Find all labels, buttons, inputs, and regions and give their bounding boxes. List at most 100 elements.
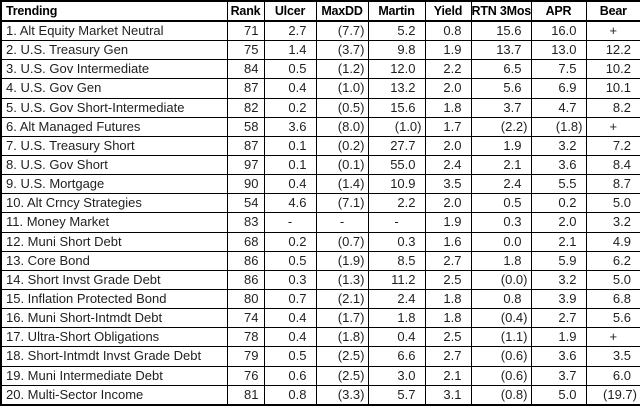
value-cell: 2.1: [470, 154, 532, 176]
rank-cell: 76: [226, 365, 265, 386]
value-cell: 1.9: [424, 212, 472, 233]
table-row: 13. Core Bond 86 0.5 (1.9) 8.5 2.7 1.8 5.9 6.2: [0, 250, 640, 271]
value-cell: 6.9: [530, 78, 587, 99]
rank-cell: 86: [226, 269, 265, 290]
table-row: 10. Alt Crncy Strategies 54 4.6 (7.1) 2.2 2.0…: [0, 193, 640, 214]
value-cell: 1.7: [424, 116, 472, 137]
category-cell: 15. Inflation Protected Bond: [0, 288, 228, 310]
category-cell: 14. Short Invst Grade Debt: [0, 269, 228, 290]
value-cell: (7.1): [315, 193, 369, 214]
value-cell: (0.7): [315, 231, 369, 252]
value-cell: 2.2: [424, 59, 472, 80]
value-cell: 1.4: [263, 40, 317, 61]
value-cell: 7.5: [530, 59, 587, 80]
value-cell: -: [315, 212, 369, 233]
value-cell: 5.9: [530, 250, 587, 271]
category-cell: 4. U.S. Gov Gen: [0, 78, 228, 99]
rank-cell: 84: [226, 59, 265, 80]
table-row: 19. Muni Intermediate Debt 76 0.6 (2.5) 3.0 2…: [0, 365, 640, 386]
value-cell: 3.5: [424, 174, 472, 195]
table-row: 5. U.S. Gov Short-Intermediate 82 0.2 (0.5)…: [0, 97, 640, 118]
value-cell: 1.9: [530, 327, 587, 348]
table-row: 15. Inflation Protected Bond 80 0.7 (2.1) 2.…: [0, 288, 640, 310]
value-cell: (1.7): [315, 308, 369, 329]
category-cell: 5. U.S. Gov Short-Intermediate: [0, 97, 228, 118]
value-cell: 8.7: [585, 174, 640, 195]
category-cell: 9. U.S. Mortgage: [0, 174, 228, 195]
value-cell: 27.7: [367, 135, 426, 156]
rank-cell: 58: [226, 116, 265, 137]
value-cell: 16.0: [530, 20, 587, 42]
value-cell: 2.2: [367, 193, 426, 214]
rank-cell: 82: [226, 97, 265, 118]
value-cell: 2.7: [530, 308, 587, 329]
table-row: 16. Muni Short-Intmdt Debt 74 0.4 (1.7) 1.8 1…: [0, 308, 640, 329]
value-cell: 0.5: [470, 193, 532, 214]
column-header-rank: Rank: [226, 0, 265, 22]
category-cell: 2. U.S. Treasury Gen: [0, 40, 228, 61]
value-cell: 2.7: [263, 20, 317, 42]
value-cell: 2.0: [530, 212, 587, 233]
value-cell: 5.5: [530, 174, 587, 195]
table-row: 4. U.S. Gov Gen 87 0.4 (1.0) 13.2 2.0 5.6 6.9 10…: [0, 78, 640, 99]
category-cell: 16. Muni Short-Intmdt Debt: [0, 308, 228, 329]
value-cell: 13.7: [470, 40, 532, 61]
category-cell: 17. Ultra-Short Obligations: [0, 327, 228, 348]
rank-cell: 86: [226, 250, 265, 271]
rank-cell: 54: [226, 193, 265, 214]
value-cell: 6.8: [585, 288, 640, 310]
rank-cell: 81: [226, 384, 265, 406]
table-row: 17. Ultra-Short Obligations 78 0.4 (1.8) 0.4…: [0, 327, 640, 348]
value-cell: 5.2: [367, 20, 426, 42]
value-cell: 0.4: [263, 174, 317, 195]
category-cell: 6. Alt Managed Futures: [0, 116, 228, 137]
value-cell: 0.5: [263, 59, 317, 80]
value-cell: (2.5): [315, 365, 369, 386]
value-cell: 2.7: [424, 250, 472, 271]
value-cell: (2.5): [315, 346, 369, 367]
table-row: 12. Muni Short Debt 68 0.2 (0.7) 0.3 1.6 0.0 2.…: [0, 231, 640, 252]
value-cell: 2.0: [424, 193, 472, 214]
value-cell: 2.1: [424, 365, 472, 386]
value-cell: 0.1: [263, 154, 317, 176]
rank-cell: 90: [226, 174, 265, 195]
value-cell: +: [585, 20, 640, 42]
value-cell: 1.8: [424, 308, 472, 329]
value-cell: 3.7: [470, 97, 532, 118]
value-cell: 12.0: [367, 59, 426, 80]
category-cell: 3. U.S. Gov Intermediate: [0, 59, 228, 80]
value-cell: 10.9: [367, 174, 426, 195]
category-cell: 19. Muni Intermediate Debt: [0, 365, 228, 386]
value-cell: 1.6: [424, 231, 472, 252]
value-cell: (1.3): [315, 269, 369, 290]
value-cell: 2.5: [424, 269, 472, 290]
category-cell: 10. Alt Crncy Strategies: [0, 193, 228, 214]
value-cell: 6.2: [585, 250, 640, 271]
value-cell: 3.2: [530, 135, 587, 156]
value-cell: 0.3: [367, 231, 426, 252]
table-row: 8. U.S. Gov Short 97 0.1 (0.1) 55.0 2.4 2.1 3.6…: [0, 154, 640, 176]
value-cell: 2.4: [470, 174, 532, 195]
value-cell: 0.6: [263, 365, 317, 386]
value-cell: 2.1: [530, 231, 587, 252]
rank-cell: 87: [226, 135, 265, 156]
value-cell: 13.2: [367, 78, 426, 99]
value-cell: (2.1): [315, 288, 369, 310]
rank-cell: 75: [226, 40, 265, 61]
value-cell: (1.9): [315, 250, 369, 271]
value-cell: 1.9: [424, 40, 472, 61]
category-cell: 1. Alt Equity Market Neutral: [0, 20, 228, 42]
value-cell: (19.7): [585, 384, 640, 406]
value-cell: 0.3: [470, 212, 532, 233]
value-cell: 0.2: [263, 231, 317, 252]
category-cell: 11. Money Market: [0, 212, 228, 233]
value-cell: (0.8): [470, 384, 532, 406]
value-cell: 3.2: [530, 269, 587, 290]
table-row: 2. U.S. Treasury Gen 75 1.4 (3.7) 9.8 1.9 13.7…: [0, 40, 640, 61]
category-cell: 13. Core Bond: [0, 250, 228, 271]
value-cell: 3.0: [367, 365, 426, 386]
column-header-bear: Bear: [585, 0, 640, 22]
category-cell: 20. Multi-Sector Income: [0, 384, 228, 406]
